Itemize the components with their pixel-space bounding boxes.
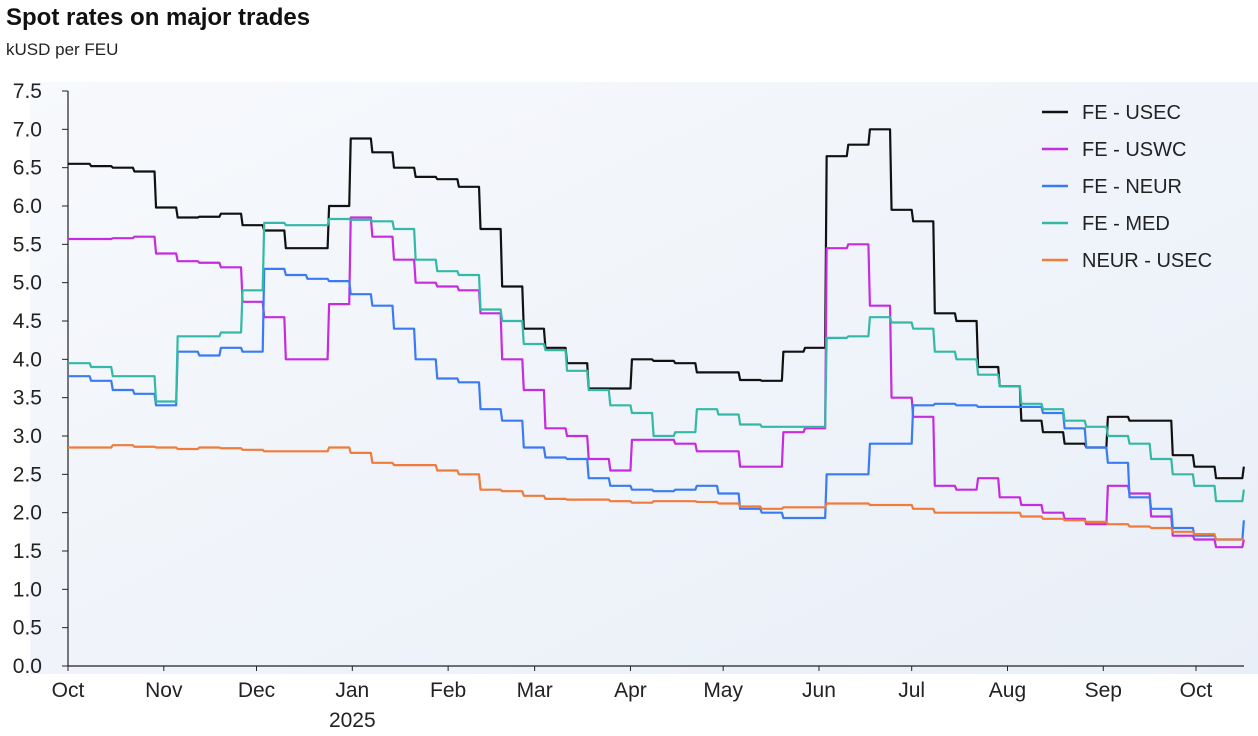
x-tick-label: Nov — [145, 679, 183, 702]
x-tick-label: Sep — [1085, 679, 1122, 702]
legend: FE - USEC FE - USWC FE - NEUR FE - MED NEUR … — [1042, 102, 1212, 272]
series-line-neur-usec — [68, 444, 1244, 541]
y-tick-label: 1.0 — [13, 578, 42, 601]
series-line-fe-med — [68, 217, 1245, 503]
y-tick-label: 5.0 — [13, 272, 42, 295]
y-tick-label: 2.0 — [13, 502, 42, 525]
x-tick-label: Mar — [517, 679, 553, 702]
x-tick-label: Jun — [802, 679, 836, 702]
y-tick-label: 5.5 — [13, 233, 42, 256]
x-tick-label: May — [703, 679, 743, 702]
x-tick-label: Dec — [238, 679, 275, 702]
y-axis: 0.0 0.5 1.0 1.5 2.0 2.5 3.0 3.5 4.0 4.5 5.0 5.5 6.0 6… — [13, 80, 69, 678]
y-tick-label: 6.0 — [13, 195, 42, 218]
legend-label: FE - MED — [1082, 213, 1170, 235]
y-tick-label: 1.5 — [13, 540, 42, 563]
legend-label: FE - USWC — [1082, 139, 1186, 161]
x-tick-sublabel: 2025 — [329, 709, 376, 732]
x-tick-label: Oct — [52, 679, 85, 702]
y-tick-label: 4.5 — [13, 310, 42, 333]
y-tick-label: 0.0 — [13, 655, 42, 678]
plot-background — [30, 82, 1258, 674]
legend-label: FE - NEUR — [1082, 176, 1182, 198]
x-tick-label: Apr — [614, 679, 647, 702]
y-tick-label: 3.5 — [13, 387, 42, 410]
y-tick-label: 6.5 — [13, 157, 42, 180]
x-tick-label: Jan — [335, 679, 369, 702]
y-tick-label: 7.0 — [13, 118, 42, 141]
x-tick-label: Aug — [989, 679, 1026, 702]
series-lines — [68, 128, 1245, 549]
y-tick-label: 0.5 — [13, 617, 42, 640]
legend-label: FE - USEC — [1082, 102, 1181, 124]
y-tick-label: 2.5 — [13, 463, 42, 486]
x-axis: Oct Nov Dec Jan 2025 Feb Mar Apr May Jun Jul Aug Sep… — [52, 665, 1244, 732]
chart-subtitle: kUSD per FEU — [6, 40, 119, 59]
y-tick-label: 4.0 — [13, 348, 42, 371]
y-tick-label: 7.5 — [13, 80, 42, 103]
y-tick-label: 3.0 — [13, 425, 42, 448]
x-tick-label: Feb — [430, 679, 466, 702]
series-line-fe-neur — [68, 267, 1245, 541]
x-tick-label: Jul — [898, 679, 925, 702]
legend-label: NEUR - USEC — [1082, 250, 1212, 272]
series-line-fe-usec — [68, 128, 1245, 480]
chart-title: Spot rates on major trades — [6, 4, 311, 31]
x-tick-label: Oct — [1180, 679, 1213, 702]
series-line-fe-uswc — [68, 216, 1245, 549]
